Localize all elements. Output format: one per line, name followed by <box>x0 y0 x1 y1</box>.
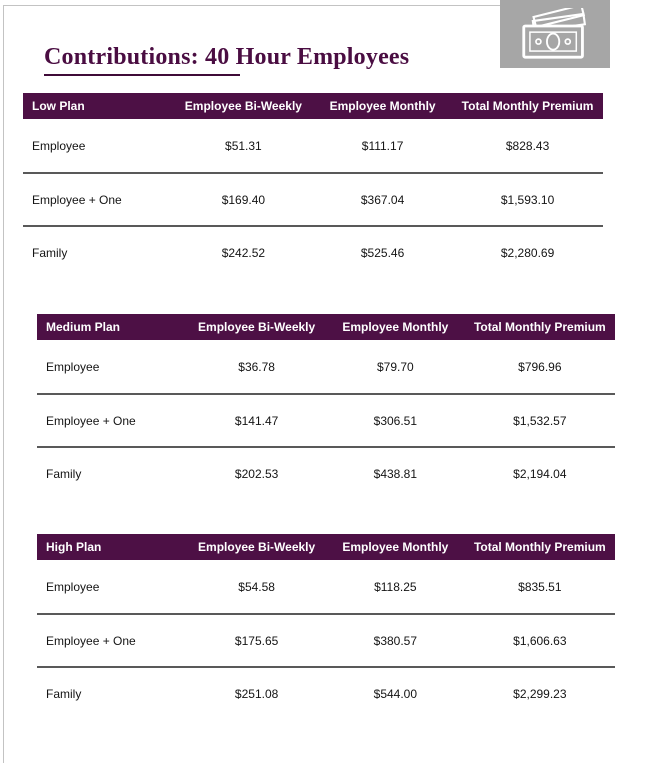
column-header-total: Total Monthly Premium <box>473 540 606 554</box>
cell-total: $1,593.10 <box>500 192 555 207</box>
cell-biweekly: $175.65 <box>234 633 279 648</box>
cell-monthly: $438.81 <box>373 466 418 481</box>
table-row: Employee $51.31 $111.17 $828.43 <box>23 119 603 172</box>
cell-monthly: $79.70 <box>376 359 414 374</box>
column-header-biweekly: Employee Bi-Weekly <box>198 320 316 334</box>
plan-name-header: Low Plan <box>32 99 85 113</box>
cell-total: $1,606.63 <box>513 633 567 648</box>
table-header-row: High Plan Employee Bi-Weekly Employee Mo… <box>37 534 615 560</box>
cell-total: $796.96 <box>518 359 562 374</box>
table-header-row: Low Plan Employee Bi-Weekly Employee Mon… <box>23 93 603 119</box>
cell-total: $2,299.23 <box>513 686 567 701</box>
cell-monthly: $367.04 <box>360 192 405 207</box>
column-header-biweekly: Employee Bi-Weekly <box>184 99 302 113</box>
cell-monthly: $544.00 <box>373 686 418 701</box>
column-header-total: Total Monthly Premium <box>473 320 606 334</box>
cell-biweekly: $36.78 <box>238 359 275 374</box>
cell-monthly: $118.25 <box>374 579 417 594</box>
cell-biweekly: $54.58 <box>238 579 275 594</box>
table-row: Family $251.08 $544.00 $2,299.23 <box>37 666 615 719</box>
row-label: Family <box>46 466 82 481</box>
cell-total: $828.43 <box>505 138 550 153</box>
row-label: Employee <box>32 138 86 153</box>
row-label: Employee <box>46 579 100 594</box>
plan-name-header: Medium Plan <box>46 320 121 334</box>
cell-biweekly: $51.31 <box>225 138 262 153</box>
row-label: Employee <box>46 359 100 374</box>
row-label: Employee + One <box>46 413 136 428</box>
plan-table-low: Low Plan Employee Bi-Weekly Employee Mon… <box>23 93 603 278</box>
column-header-monthly: Employee Monthly <box>342 320 449 334</box>
banknote-icon <box>522 7 587 59</box>
column-header-monthly: Employee Monthly <box>342 540 449 554</box>
cell-biweekly: $202.53 <box>234 466 279 481</box>
cell-monthly: $111.17 <box>361 138 404 153</box>
table-row: Family $242.52 $525.46 $2,280.69 <box>23 225 603 278</box>
cell-total: $835.51 <box>518 579 562 594</box>
cell-biweekly: $242.52 <box>221 245 266 260</box>
column-header-monthly: Employee Monthly <box>329 99 436 113</box>
table-row: Employee + One $141.47 $306.51 $1,532.57 <box>37 393 615 446</box>
page-title: Contributions: 40 Hour Employees <box>44 44 410 70</box>
table-row: Employee $36.78 $79.70 $796.96 <box>37 340 615 393</box>
table-row: Employee + One $169.40 $367.04 $1,593.10 <box>23 172 603 225</box>
cell-monthly: $525.46 <box>360 245 405 260</box>
cell-total: $2,280.69 <box>500 245 555 260</box>
cell-monthly: $306.51 <box>373 413 418 428</box>
row-label: Employee + One <box>32 192 122 207</box>
table-row: Employee + One $175.65 $380.57 $1,606.63 <box>37 613 615 666</box>
table-header-row: Medium Plan Employee Bi-Weekly Employee … <box>37 314 615 340</box>
column-header-total: Total Monthly Premium <box>461 99 594 113</box>
title-underline <box>44 74 240 76</box>
column-header-biweekly: Employee Bi-Weekly <box>198 540 316 554</box>
table-row: Employee $54.58 $118.25 $835.51 <box>37 560 615 613</box>
cell-monthly: $380.57 <box>373 633 418 648</box>
row-label: Employee + One <box>46 633 136 648</box>
plan-table-high: High Plan Employee Bi-Weekly Employee Mo… <box>37 534 615 719</box>
table-row: Family $202.53 $438.81 $2,194.04 <box>37 446 615 499</box>
money-icon <box>500 0 610 68</box>
plan-name-header: High Plan <box>46 540 102 554</box>
cell-biweekly: $251.08 <box>234 686 279 701</box>
plan-table-medium: Medium Plan Employee Bi-Weekly Employee … <box>37 314 615 499</box>
cell-total: $1,532.57 <box>513 413 567 428</box>
cell-biweekly: $141.47 <box>234 413 279 428</box>
cell-biweekly: $169.40 <box>221 192 266 207</box>
cell-total: $2,194.04 <box>513 466 567 481</box>
row-label: Family <box>46 686 82 701</box>
row-label: Family <box>32 245 68 260</box>
